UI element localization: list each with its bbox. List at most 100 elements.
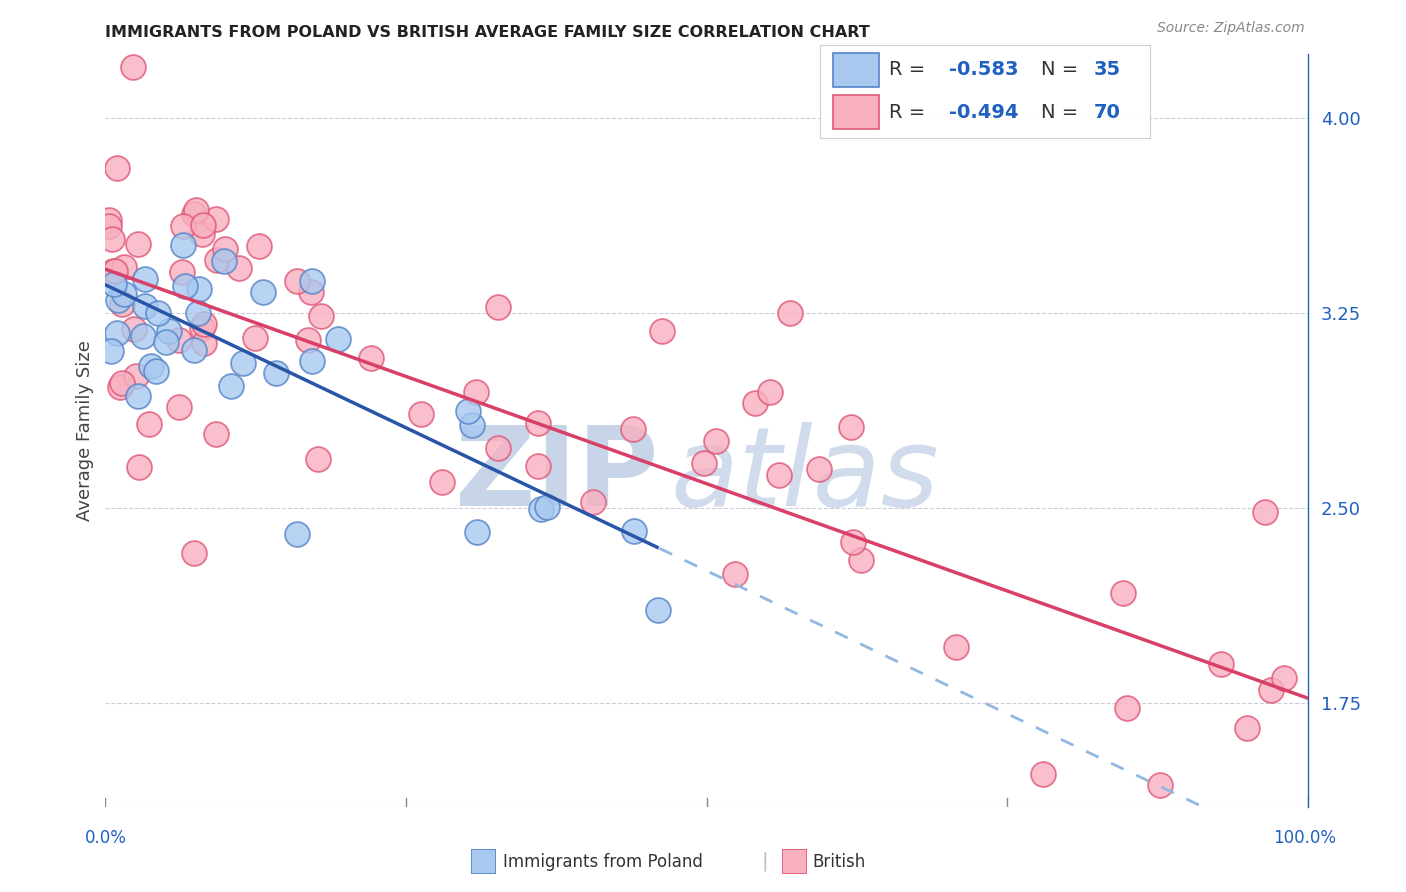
- Point: [1254, 505, 1277, 519]
- Text: British: British: [813, 853, 866, 871]
- Point: [157, 324, 180, 338]
- Point: [108, 379, 131, 393]
- Text: -0.583: -0.583: [949, 61, 1018, 79]
- Point: [299, 285, 322, 300]
- Point: [193, 336, 215, 351]
- Point: [360, 351, 382, 365]
- Point: [128, 459, 150, 474]
- Point: [1260, 683, 1282, 698]
- Point: [839, 420, 862, 434]
- Point: [190, 321, 212, 335]
- Point: [252, 285, 274, 299]
- Point: [1111, 585, 1133, 599]
- Point: [307, 451, 329, 466]
- Point: [111, 376, 134, 390]
- Point: [112, 286, 135, 301]
- Text: 100.0%: 100.0%: [1274, 830, 1336, 847]
- Point: [465, 525, 488, 540]
- Point: [98, 219, 121, 233]
- Text: N =: N =: [1040, 103, 1078, 121]
- Point: [111, 297, 134, 311]
- Text: atlas: atlas: [671, 422, 939, 529]
- Point: [623, 524, 645, 539]
- Point: [134, 272, 156, 286]
- Point: [172, 237, 194, 252]
- Point: [1236, 721, 1258, 735]
- Point: [1116, 701, 1139, 715]
- Point: [112, 260, 135, 275]
- Point: [132, 329, 155, 343]
- Point: [138, 417, 160, 432]
- Point: [193, 218, 215, 232]
- Point: [134, 299, 156, 313]
- Point: [172, 219, 194, 233]
- Point: [184, 202, 207, 217]
- Point: [187, 306, 209, 320]
- Point: [285, 274, 308, 288]
- Point: [744, 395, 766, 409]
- Point: [98, 213, 121, 227]
- Point: [297, 333, 319, 347]
- Text: Source: ZipAtlas.com: Source: ZipAtlas.com: [1157, 21, 1305, 36]
- Point: [105, 326, 128, 341]
- Point: [100, 344, 122, 359]
- Y-axis label: Average Family Size: Average Family Size: [76, 340, 94, 521]
- Point: [432, 475, 454, 489]
- Point: [146, 306, 169, 320]
- Point: [139, 359, 162, 374]
- Point: [101, 263, 124, 277]
- Bar: [832, 95, 879, 129]
- Point: [228, 261, 250, 276]
- Text: 0.0%: 0.0%: [84, 830, 127, 847]
- Point: [105, 161, 128, 175]
- Point: [187, 282, 209, 296]
- Point: [1149, 778, 1171, 792]
- Point: [768, 467, 790, 482]
- Point: [457, 404, 479, 418]
- Point: [527, 417, 550, 431]
- Point: [183, 207, 205, 221]
- Point: [301, 274, 323, 288]
- Point: [174, 278, 197, 293]
- Point: [127, 237, 149, 252]
- Point: [409, 407, 432, 421]
- Point: [104, 264, 127, 278]
- Point: [465, 385, 488, 400]
- Point: [205, 252, 228, 267]
- Text: 35: 35: [1094, 61, 1121, 79]
- Point: [758, 384, 780, 399]
- Point: [724, 567, 747, 582]
- Point: [536, 500, 558, 515]
- Point: [107, 293, 129, 308]
- Text: R =: R =: [889, 103, 925, 121]
- Point: [190, 227, 212, 242]
- Point: [124, 322, 146, 336]
- Bar: [832, 53, 879, 87]
- Point: [183, 343, 205, 358]
- Text: 70: 70: [1094, 103, 1121, 121]
- Point: [779, 306, 801, 320]
- Point: [205, 427, 228, 442]
- Point: [264, 366, 287, 380]
- Point: [170, 265, 193, 279]
- Point: [693, 456, 716, 470]
- Text: -0.494: -0.494: [949, 103, 1018, 121]
- Point: [167, 334, 190, 348]
- Point: [486, 441, 509, 455]
- Text: IMMIGRANTS FROM POLAND VS BRITISH AVERAGE FAMILY SIZE CORRELATION CHART: IMMIGRANTS FROM POLAND VS BRITISH AVERAG…: [105, 25, 870, 40]
- Point: [231, 356, 253, 370]
- Point: [247, 238, 270, 252]
- Point: [214, 242, 236, 256]
- Point: [527, 458, 550, 473]
- Point: [183, 546, 205, 560]
- Point: [808, 462, 831, 476]
- Point: [155, 334, 177, 349]
- Point: [326, 332, 349, 346]
- Text: R =: R =: [889, 61, 925, 79]
- Text: ZIP: ZIP: [456, 422, 658, 529]
- Point: [124, 368, 146, 383]
- Text: Immigrants from Poland: Immigrants from Poland: [503, 853, 703, 871]
- Point: [1032, 767, 1054, 781]
- Point: [647, 603, 669, 617]
- Point: [1209, 657, 1232, 671]
